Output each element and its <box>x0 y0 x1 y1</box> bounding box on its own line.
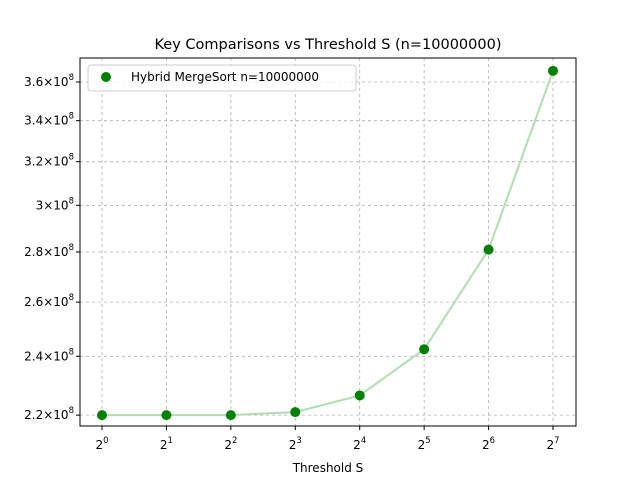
y-tick-label: 3.2×108 <box>24 153 74 169</box>
data-point <box>419 344 430 355</box>
legend-marker <box>101 72 111 82</box>
x-axis: 20 21 22 23 24 25 26 27 <box>95 426 560 452</box>
series-line <box>102 70 554 417</box>
x-tick-label: 22 <box>224 436 237 452</box>
y-axis: 2.2×108 2.4×108 2.6×108 2.8×108 3×108 3.2×108… <box>24 73 80 422</box>
data-point <box>548 65 558 76</box>
x-tick-label: 27 <box>546 436 559 452</box>
x-axis-label: Threshold S <box>292 461 364 475</box>
y-tick-label: 2.2×108 <box>24 406 74 422</box>
y-tick-label: 2.6×108 <box>24 293 74 309</box>
x-tick-label: 24 <box>353 436 366 452</box>
data-point <box>483 244 494 255</box>
x-tick-label: 21 <box>160 436 173 452</box>
x-tick-label: 23 <box>289 436 302 452</box>
data-point <box>225 410 236 421</box>
data-point <box>290 407 301 418</box>
legend-box <box>87 64 357 92</box>
plot-frame <box>79 57 577 427</box>
series-points <box>97 65 558 421</box>
y-tick-label: 2.8×108 <box>24 243 74 259</box>
x-tick-label: 20 <box>95 436 108 452</box>
data-point <box>97 410 107 421</box>
series-line-path <box>102 70 554 417</box>
y-tick-label: 2.4×108 <box>24 347 74 363</box>
data-point <box>161 410 172 421</box>
chart-title: Key Comparisons vs Threshold S (n=100000… <box>155 37 502 53</box>
data-point <box>354 390 365 401</box>
y-tick-label: 3.4×108 <box>24 112 74 128</box>
y-tick-label: 3.6×108 <box>24 73 74 89</box>
x-tick-label: 26 <box>482 436 495 452</box>
grid <box>80 58 576 426</box>
legend: Hybrid MergeSort n=10000000 <box>87 64 357 92</box>
legend-label: Hybrid MergeSort n=10000000 <box>131 70 319 84</box>
x-tick-label: 25 <box>418 436 431 452</box>
y-tick-label: 3×108 <box>36 196 74 212</box>
